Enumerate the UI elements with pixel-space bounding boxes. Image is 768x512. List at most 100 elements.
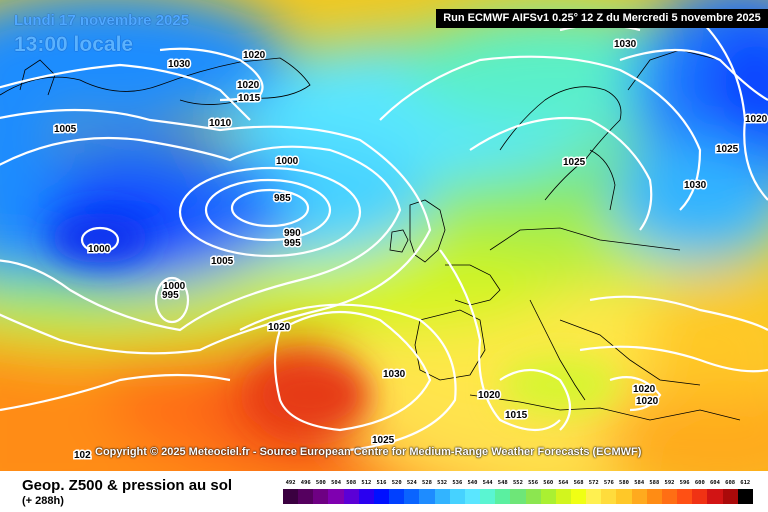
legend-tick-label: 544 [482, 480, 493, 486]
legend-tick-label: 568 [573, 480, 584, 486]
forecast-time: 13:00 locale [14, 33, 134, 56]
color-legend: 492 496 500 504 508 512 516 520 524 528 532 536 540 5… [283, 480, 753, 508]
pressure-label: 1030 [684, 180, 707, 191]
pressure-label: 1030 [383, 369, 406, 380]
legend-tick-label: 564 [558, 480, 569, 486]
isobars [0, 19, 768, 452]
footer: Geop. Z500 & pression au sol (+ 288h) 49… [0, 471, 768, 512]
legend-tick-label: 540 [467, 480, 478, 486]
legend-tick-label: 552 [512, 480, 523, 486]
pressure-label: 102 [74, 450, 91, 461]
legend-swatch [601, 489, 617, 504]
legend-tick-label: 492 [285, 480, 296, 486]
pressure-label: 1000 [163, 281, 186, 292]
legend-tick-label: 588 [649, 480, 660, 486]
legend-swatch [737, 489, 753, 504]
legend-tick-label: 508 [346, 480, 357, 486]
legend-tick-label: 548 [497, 480, 508, 486]
legend-tick-label: 608 [725, 480, 736, 486]
legend-swatch [661, 489, 678, 504]
legend-tick-label: 520 [391, 480, 402, 486]
legend-swatch [677, 489, 693, 504]
legend-swatch [510, 489, 526, 504]
forecast-date: Lundi 17 novembre 2025 [14, 12, 190, 29]
legend-swatch [419, 489, 435, 504]
pressure-label: 1025 [372, 435, 395, 446]
legend-swatch [313, 489, 329, 504]
copyright-notice: Copyright © 2025 Meteociel.fr - Source E… [95, 446, 642, 458]
legend-swatch [616, 489, 632, 504]
legend-swatch [646, 489, 662, 504]
pressure-label: 1020 [237, 80, 260, 91]
legend-swatch [707, 489, 723, 504]
legend-swatches [283, 489, 753, 504]
legend-swatch [404, 489, 420, 504]
pressure-label: 1030 [168, 59, 191, 70]
pressure-label: 1005 [54, 124, 77, 135]
legend-swatch [570, 489, 587, 504]
pressure-label: 1015 [238, 93, 261, 104]
legend-tick-label: 536 [452, 480, 463, 486]
run-info: Run ECMWF AIFSv1 0.25° 12 Z du Mercredi … [436, 9, 768, 28]
legend-tick-label: 528 [422, 480, 432, 486]
pressure-label: 1000 [88, 244, 111, 255]
legend-tick-label: 572 [588, 480, 599, 486]
pressure-label: 1025 [563, 157, 586, 168]
pressure-label: 995 [162, 290, 179, 301]
legend-labels: 492 496 500 504 508 512 516 520 524 528 532 536 540 5… [283, 480, 753, 486]
legend-tick-label: 604 [709, 480, 720, 486]
legend-tick-label: 560 [543, 480, 554, 486]
legend-swatch [283, 489, 299, 504]
legend-tick-label: 592 [664, 480, 675, 486]
forecast-hour: (+ 288h) [22, 495, 64, 507]
pressure-labels: 1020 1020 1015 1010 1005 1000 985 990 99… [53, 38, 768, 463]
pressure-label: 985 [274, 193, 291, 204]
legend-tick-label: 584 [634, 480, 645, 486]
legend-swatch [495, 489, 511, 504]
legend-tick-label: 600 [694, 480, 705, 486]
legend-swatch [328, 489, 344, 504]
legend-tick-label: 504 [331, 480, 342, 486]
pressure-label: 1020 [478, 390, 501, 401]
pressure-label: 1020 [268, 322, 291, 333]
legend-tick-label: 596 [679, 480, 690, 486]
pressure-label: 1010 [209, 118, 232, 129]
legend-swatch [586, 489, 602, 504]
legend-swatch [540, 489, 556, 504]
legend-tick-label: 576 [603, 480, 614, 486]
legend-tick-label: 612 [740, 480, 751, 486]
legend-tick-label: 516 [376, 480, 387, 486]
pressure-label: 995 [284, 238, 301, 249]
legend-swatch [692, 489, 708, 504]
legend-tick-label: 512 [361, 480, 372, 486]
map-title: Geop. Z500 & pression au sol [22, 477, 233, 494]
legend-tick-label: 496 [300, 480, 311, 486]
pressure-label: 1025 [716, 144, 739, 155]
pressure-label: 1000 [276, 156, 299, 167]
legend-swatch [298, 489, 314, 504]
pressure-label: 1015 [505, 410, 528, 421]
pressure-label: 1020 [745, 114, 768, 125]
legend-tick-label: 556 [528, 480, 539, 486]
legend-swatch [722, 489, 738, 504]
legend-tick-label: 532 [437, 480, 448, 486]
legend-swatch [555, 489, 571, 504]
pressure-label: 1030 [614, 39, 637, 50]
legend-swatch [389, 489, 405, 504]
pressure-label: 990 [284, 228, 301, 239]
pressure-label: 1020 [243, 50, 266, 61]
weather-map: 1020 1020 1015 1010 1005 1000 985 990 99… [0, 0, 768, 471]
legend-swatch [434, 489, 450, 504]
legend-swatch [373, 489, 390, 504]
pressure-label: 1005 [211, 256, 234, 267]
legend-swatch [343, 489, 359, 504]
legend-tick-label: 524 [406, 480, 417, 486]
legend-swatch [480, 489, 496, 504]
legend-swatch [525, 489, 541, 504]
legend-swatch [358, 489, 374, 504]
legend-swatch [631, 489, 647, 504]
legend-swatch [449, 489, 465, 504]
legend-tick-label: 580 [619, 480, 629, 486]
pressure-label: 1020 [636, 396, 659, 407]
legend-tick-label: 500 [315, 480, 326, 486]
